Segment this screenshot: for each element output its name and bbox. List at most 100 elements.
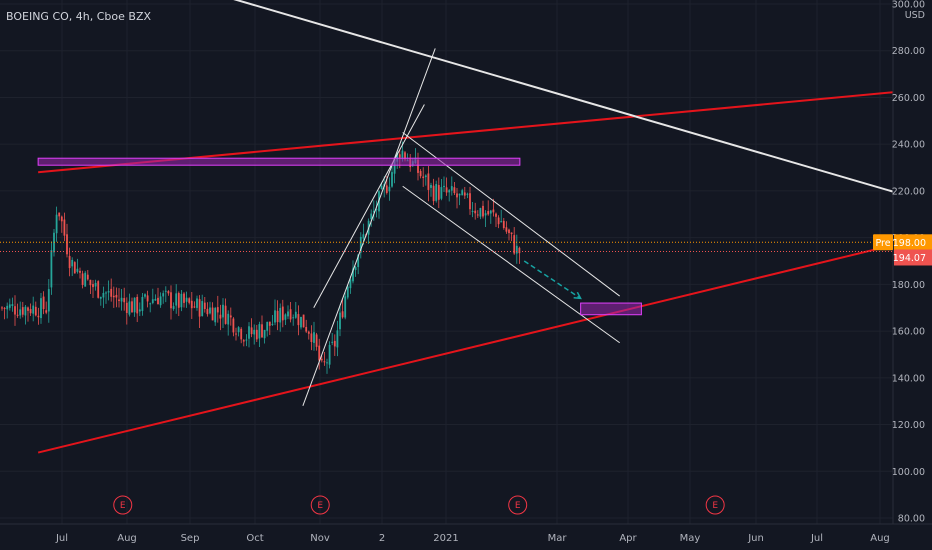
price-tick-label: 80.00 bbox=[898, 514, 925, 525]
candle-body bbox=[24, 306, 27, 316]
candle-body bbox=[417, 159, 419, 173]
candle-body bbox=[471, 210, 474, 212]
candle-body bbox=[86, 274, 89, 280]
candle-body bbox=[224, 305, 227, 324]
candle-body bbox=[167, 291, 170, 294]
candle-body bbox=[315, 334, 318, 347]
candle-body bbox=[110, 288, 113, 297]
candle-body bbox=[482, 205, 484, 217]
time-tick-label: Apr bbox=[619, 533, 637, 544]
symbol-title[interactable]: BOEING CO, 4h, Cboe BZX bbox=[6, 10, 152, 23]
candle-body bbox=[443, 185, 445, 188]
supply-zone-rectangle bbox=[580, 302, 642, 316]
candle-body bbox=[177, 292, 180, 308]
candle-body bbox=[440, 187, 443, 199]
candle-body bbox=[437, 185, 440, 200]
supply-zone-rectangle bbox=[37, 157, 521, 166]
candle-body bbox=[97, 281, 100, 298]
candle-body bbox=[300, 316, 302, 328]
candle-body bbox=[463, 192, 466, 196]
earnings-marker-icon[interactable] bbox=[113, 495, 133, 515]
candle-body bbox=[40, 298, 42, 319]
price-tick-label: 100.00 bbox=[892, 467, 925, 478]
earnings-marker-icon[interactable] bbox=[508, 495, 528, 515]
candle-body bbox=[396, 153, 399, 162]
channel-line bbox=[313, 104, 425, 308]
candle-body bbox=[196, 298, 198, 308]
candle-body bbox=[328, 344, 331, 365]
price-tick-label: 300.00 bbox=[892, 0, 925, 11]
candle-body bbox=[42, 296, 45, 310]
candle-body bbox=[370, 213, 373, 220]
channel-line bbox=[302, 48, 436, 407]
candle-body bbox=[60, 216, 63, 222]
earnings-marker-icon[interactable] bbox=[310, 495, 330, 515]
candle-body bbox=[154, 298, 157, 301]
candle-body bbox=[237, 327, 240, 333]
candle-body bbox=[432, 185, 435, 202]
candle-body bbox=[172, 306, 175, 309]
candle-body bbox=[144, 294, 146, 297]
candle-body bbox=[341, 311, 344, 318]
candle-body bbox=[352, 268, 354, 282]
candle-body bbox=[393, 159, 396, 174]
candle-body bbox=[513, 235, 516, 254]
pre-market-price: 198.00 bbox=[893, 238, 926, 249]
candle-body bbox=[487, 211, 490, 215]
candle-body bbox=[131, 301, 133, 313]
candle-body bbox=[50, 250, 53, 288]
time-axis[interactable]: Jul Aug Sep Oct Nov 2 2021 Mar Apr May Jun Jul Aug bbox=[0, 523, 932, 550]
time-tick-label: Mar bbox=[548, 533, 568, 544]
candle-body bbox=[271, 323, 274, 325]
candle-body bbox=[515, 245, 518, 254]
time-tick-label: 2021 bbox=[433, 533, 458, 544]
candle-body bbox=[323, 361, 326, 363]
candle-body bbox=[151, 299, 154, 304]
chart-grid bbox=[0, 0, 893, 524]
candle-body bbox=[58, 212, 61, 217]
candle-body bbox=[427, 173, 430, 190]
candle-body bbox=[289, 309, 292, 320]
candle-body bbox=[34, 306, 37, 316]
candle-body bbox=[159, 296, 162, 306]
price-tick-label: 260.00 bbox=[892, 93, 925, 104]
candle-body bbox=[76, 268, 79, 272]
candle-body bbox=[385, 185, 388, 193]
candle-body bbox=[331, 341, 334, 343]
candle-body bbox=[164, 290, 167, 292]
price-badges: Pre 198.00 194.07 bbox=[873, 234, 932, 266]
candle-body bbox=[263, 329, 266, 339]
candle-body bbox=[123, 298, 126, 303]
earnings-marker-icon[interactable] bbox=[705, 495, 725, 515]
candle-body bbox=[183, 293, 185, 303]
candle-body bbox=[94, 282, 97, 287]
candle-body bbox=[518, 247, 521, 254]
candle-body bbox=[3, 307, 6, 309]
candle-body bbox=[419, 170, 422, 177]
earnings-marker-label: E bbox=[515, 501, 521, 511]
time-tick-label: Sep bbox=[181, 533, 200, 544]
candle-body bbox=[211, 307, 214, 321]
candle-body bbox=[250, 327, 253, 335]
candle-body bbox=[222, 304, 224, 318]
candle-body bbox=[339, 312, 341, 330]
candle-body bbox=[404, 152, 406, 160]
time-tick-label: Aug bbox=[117, 533, 137, 544]
earnings-marker-label: E bbox=[120, 501, 126, 511]
candle-body bbox=[21, 307, 24, 315]
candle-body bbox=[489, 210, 492, 214]
candle-body bbox=[71, 259, 74, 267]
candle-body bbox=[141, 296, 144, 311]
candle-body bbox=[19, 309, 22, 316]
candle-body bbox=[245, 339, 248, 341]
candle-body bbox=[510, 232, 513, 235]
candle-body bbox=[274, 310, 276, 323]
price-tick-label: 180.00 bbox=[892, 280, 925, 291]
candle-body bbox=[79, 270, 81, 273]
price-tick-label: 280.00 bbox=[892, 46, 925, 57]
candle-body bbox=[255, 329, 258, 340]
candle-body bbox=[453, 187, 456, 194]
